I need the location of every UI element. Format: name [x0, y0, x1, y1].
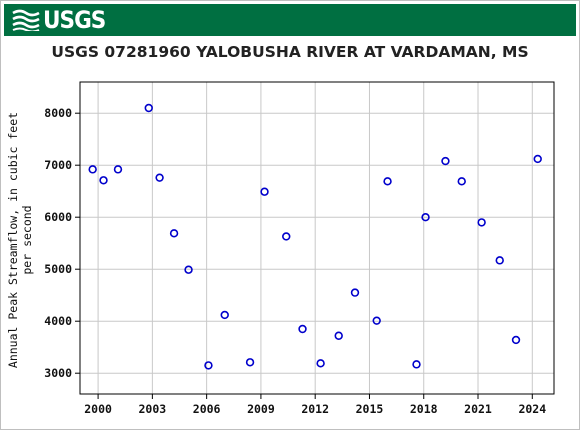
data-point[interactable] [533, 154, 542, 164]
data-point[interactable] [298, 324, 307, 334]
data-point[interactable] [441, 156, 450, 166]
data-point[interactable] [184, 265, 193, 274]
x-tick-label: 2015 [356, 402, 384, 416]
grid-lines [80, 82, 554, 394]
axis-ticks [75, 112, 533, 399]
data-point[interactable] [412, 360, 421, 369]
x-tick-label: 2000 [84, 402, 112, 416]
usgs-logo-text: USGS [43, 6, 106, 34]
data-point[interactable] [155, 173, 164, 182]
y-tick-label: 7000 [44, 158, 72, 172]
data-point[interactable] [282, 232, 291, 241]
tick-labels: 2000 2003 2006 2009 2012 2015 2018 2021 2024 3000… [44, 106, 546, 416]
usgs-wave-icon [12, 9, 40, 31]
data-point[interactable] [372, 316, 381, 325]
plot-area-border [79, 81, 555, 395]
data-point[interactable] [383, 177, 392, 186]
data-point[interactable] [245, 358, 255, 367]
data-point[interactable] [113, 165, 123, 174]
y-tick-label: 8000 [44, 106, 72, 120]
x-tick-label: 2012 [301, 402, 329, 416]
data-point[interactable] [511, 335, 521, 345]
y-tick-label: 6000 [44, 210, 72, 224]
data-point[interactable] [316, 359, 325, 368]
x-tick-label: 2024 [518, 402, 546, 416]
data-point[interactable] [99, 176, 108, 185]
usgs-banner: USGS [4, 4, 576, 36]
y-tick-label: 3000 [44, 366, 72, 380]
chart-title: USGS 07281960 YALOBUSHA RIVER AT VARDAMA… [51, 43, 529, 61]
data-point[interactable] [477, 218, 486, 227]
x-tick-label: 2009 [247, 402, 275, 416]
x-tick-label: 2006 [193, 402, 221, 416]
data-point[interactable] [204, 361, 213, 370]
data-point[interactable] [495, 256, 504, 265]
x-tick-label: 2003 [139, 402, 167, 416]
y-tick-label: 4000 [44, 314, 72, 328]
data-point[interactable] [457, 177, 466, 186]
x-tick-label: 2018 [410, 402, 438, 416]
y-axis-label-line2: per second [20, 205, 34, 274]
y-axis-label-line1: Annual Peak Streamflow, in cubic feet [6, 112, 20, 368]
data-point[interactable] [334, 331, 343, 340]
data-point[interactable] [350, 288, 360, 297]
data-point[interactable] [421, 213, 430, 222]
y-tick-label: 5000 [44, 262, 72, 276]
data-point[interactable] [260, 187, 269, 196]
data-point[interactable] [88, 165, 97, 174]
usgs-logo[interactable]: USGS [12, 6, 106, 34]
data-point[interactable] [169, 229, 179, 238]
x-tick-label: 2021 [464, 402, 492, 416]
data-points [88, 103, 542, 370]
data-point[interactable] [220, 310, 229, 320]
data-point[interactable] [144, 103, 153, 113]
